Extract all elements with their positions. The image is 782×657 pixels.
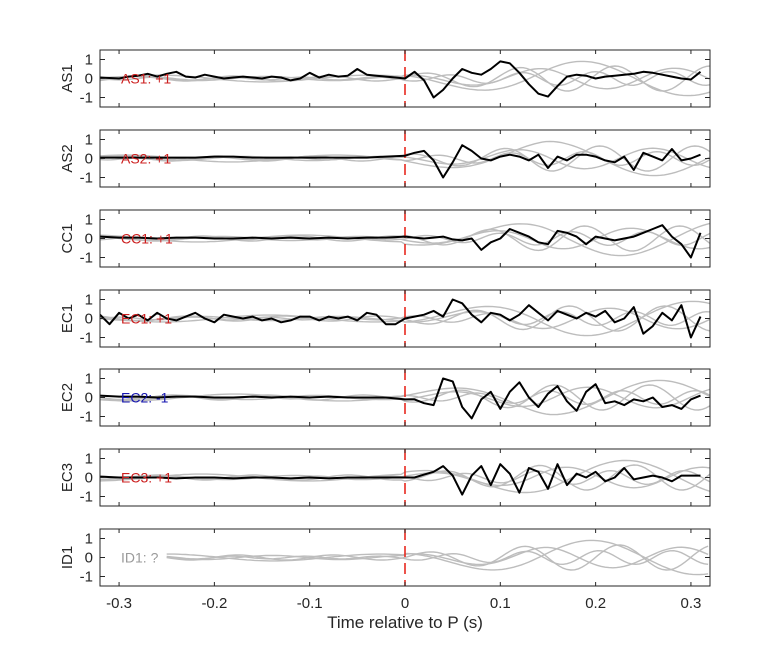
y-tick-label: -1 — [80, 409, 93, 426]
y-tick-label: 0 — [85, 390, 93, 407]
station-label-ec3: EC3 — [59, 463, 76, 492]
x-tick-label: -0.2 — [201, 595, 227, 612]
polarity-annotation-ec3: EC3: +1 — [121, 470, 172, 486]
background-trace-line — [166, 549, 709, 566]
background-traces — [166, 539, 709, 576]
background-trace-line — [100, 300, 710, 337]
x-tick-label: 0.2 — [585, 595, 606, 612]
y-tick-label: 1 — [85, 132, 93, 149]
trace-line-ec2 — [100, 377, 701, 420]
trace-line-as2 — [100, 144, 701, 179]
station-label-ec2: EC2 — [59, 383, 76, 412]
x-axis: -0.3 -0.2 -0.1 0 0.1 0.2 0.3 — [106, 595, 701, 612]
y-tick-label: 1 — [85, 212, 93, 229]
y-tick-label: -1 — [80, 250, 93, 267]
y-tick-label: -1 — [80, 330, 93, 347]
y-tick-label: 1 — [85, 292, 93, 309]
y-tick-label: -1 — [80, 170, 93, 187]
y-tick-label: 1 — [85, 531, 93, 548]
y-tick-label: 1 — [85, 371, 93, 388]
station-label-cc1: CC1 — [59, 223, 76, 253]
y-tick-label: 0 — [85, 231, 93, 248]
polarity-annotation-ec1: EC1: +1 — [121, 311, 172, 327]
y-tick-label: -1 — [80, 90, 93, 107]
x-tick-label: -0.1 — [297, 595, 323, 612]
y-tick-label: 0 — [85, 470, 93, 487]
y-tick-label: 0 — [85, 311, 93, 328]
y-tick-label: -1 — [80, 569, 93, 586]
y-tick-label: 1 — [85, 52, 93, 69]
station-label-as1: AS1 — [59, 64, 76, 92]
trace-line-cc1 — [100, 224, 702, 259]
polarity-annotation-cc1: CC1: +1 — [121, 231, 173, 247]
background-trace-line — [166, 539, 709, 576]
x-tick-label: 0.3 — [681, 595, 702, 612]
x-axis-label: Time relative to P (s) — [327, 613, 483, 632]
station-label-id1: ID1 — [59, 546, 76, 569]
x-tick-label: -0.3 — [106, 595, 132, 612]
polarity-annotation-as2: AS2: +1 — [121, 151, 171, 167]
x-tick-label: 0.1 — [490, 595, 511, 612]
y-tick-label: 0 — [85, 550, 93, 567]
trace-line-ec1 — [100, 298, 702, 339]
station-label-ec1: EC1 — [59, 304, 76, 333]
y-tick-label: -1 — [80, 489, 93, 506]
polarity-annotation-id1: ID1: ? — [121, 550, 159, 566]
y-tick-label: 0 — [85, 151, 93, 168]
y-tick-label: 1 — [85, 451, 93, 468]
polarity-annotation-ec2: EC2: -1 — [121, 390, 169, 406]
station-label-as2: AS2 — [59, 144, 76, 172]
trace-line-ec3 — [100, 463, 701, 496]
y-tick-label: 0 — [85, 71, 93, 88]
trace-line-as1 — [100, 60, 702, 99]
polarity-annotation-as1: AS1: +1 — [121, 71, 171, 87]
x-tick-label: 0 — [401, 595, 409, 612]
